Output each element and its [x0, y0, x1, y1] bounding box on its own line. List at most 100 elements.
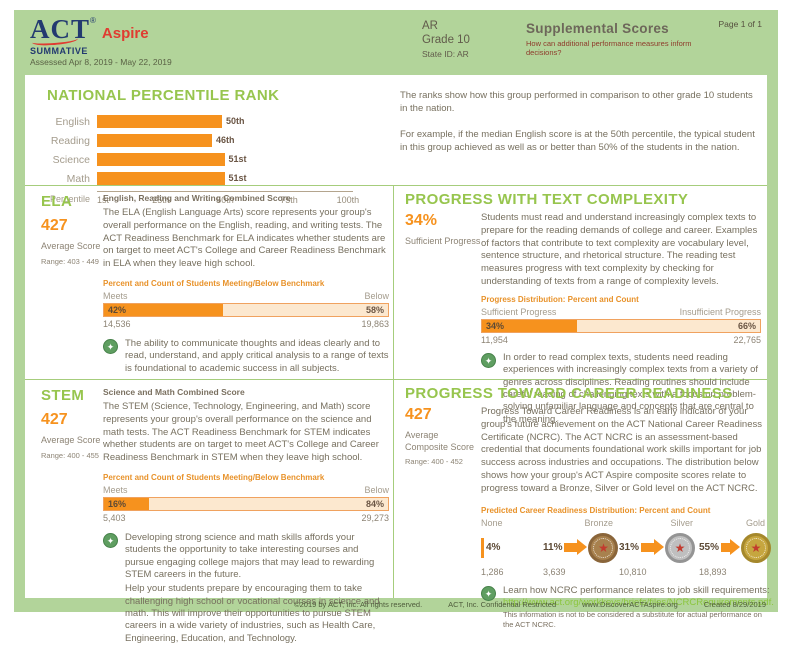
npr-description: The ranks show how this group performed … — [400, 89, 762, 154]
npr-description-p1: The ranks show how this group performed … — [400, 90, 753, 115]
report-subtitle: How can additional performance measures … — [526, 39, 692, 57]
stem-score-column: STEM 427 Average Score Range: 400 - 455 — [41, 387, 103, 645]
stem-callout-p2: Help your students prepare by encouragin… — [125, 583, 380, 644]
npr-bar-chart: English 50th Reading 46th Science 51st M… — [35, 115, 375, 205]
stem-benchmark-header: Percent and Count of Students Meeting/Be… — [103, 473, 325, 483]
ela-score-label: Average Score — [41, 241, 101, 251]
ncrc-requirements-link[interactable]: http://www.act.org/workkeys/briefs/files… — [503, 597, 774, 609]
level-gold: Gold 55% ★ 18,893 — [699, 518, 771, 577]
stem-body: The STEM (Science, Technology, Engineeri… — [103, 401, 379, 464]
career-callout-note: This information is not to be considered… — [503, 610, 762, 630]
npr-row-english: English 50th — [35, 115, 375, 128]
ela-score: 427 — [41, 217, 68, 234]
stem-score-label: Average Score — [41, 435, 101, 445]
divider — [393, 185, 394, 598]
npr-value: 51st — [228, 154, 247, 164]
level-silver-label: Silver — [670, 517, 693, 528]
tc-distribution: Progress Distribution: Percent and Count… — [481, 295, 761, 345]
compass-icon: ✦ — [103, 533, 118, 549]
tc-body: Students must read and understand increa… — [481, 212, 758, 288]
stem-meets-label: Meets — [103, 485, 128, 496]
stem-meets-pct: 16% — [108, 499, 127, 510]
silver-medal-icon: ★ — [665, 532, 696, 563]
ela-below-label: Below — [364, 291, 389, 302]
ela-below-count: 19,863 — [361, 319, 389, 330]
ela-meets-segment: 42% — [104, 304, 224, 317]
stem-score: 427 — [41, 411, 68, 428]
none-bar-icon — [481, 537, 484, 558]
career-callout-line: Learn how NCRC performance relates to jo… — [503, 584, 770, 596]
medal-star-icon: ★ — [598, 540, 609, 555]
level-none: None 4% 1,286 — [481, 518, 543, 577]
stem-score-range: Range: 400 - 455 — [41, 450, 99, 460]
tc-score-column: 34% Sufficient Progress — [405, 212, 481, 426]
ela-benchmark-header: Percent and Count of Students Meeting/Be… — [103, 279, 325, 289]
footer-url: www.DiscoverACTAspire.org — [582, 600, 678, 609]
divider — [25, 379, 767, 380]
career-distribution-header: Predicted Career Readiness Distribution:… — [481, 505, 711, 515]
npr-bar — [97, 134, 212, 147]
level-bronze-count: 3,639 — [543, 566, 566, 577]
stem-below-segment: 84% — [149, 498, 388, 510]
ela-benchmark-bar: 42% 58% — [103, 303, 389, 318]
career-content: Progress Toward Career Readiness is an e… — [481, 406, 774, 630]
npr-axis: Percentile 1st 25th 50th 75th 100th — [35, 191, 375, 205]
npr-axis-ticks: 1st 25th 50th 75th 100th — [97, 191, 359, 205]
level-bronze-pct: 11% — [543, 542, 563, 554]
ela-subtitle: English, Reading and Writing Combined Sc… — [103, 193, 291, 203]
career-score-column: 427 Average Composite Score Range: 400 -… — [405, 406, 481, 630]
footer-copyright: ©2019 by ACT, Inc. All rights reserved. — [294, 600, 423, 609]
tc-sufficient-pct: 34% — [486, 320, 505, 331]
tc-insufficient-pct: 66% — [737, 320, 756, 331]
bronze-medal-icon: ★ — [588, 532, 619, 563]
stem-meets-segment: 16% — [104, 498, 150, 511]
level-gold-count: 18,893 — [699, 566, 727, 577]
compass-icon: ✦ — [481, 352, 496, 368]
grade-level: Grade 10 — [422, 34, 470, 47]
tc-content: Students must read and understand increa… — [481, 212, 761, 426]
registered-mark-icon: ® — [90, 16, 96, 25]
arrow-right-icon — [721, 539, 740, 556]
npr-label: Math — [66, 172, 90, 185]
level-bronze: Bronze 11% ★ 3,639 — [543, 518, 619, 577]
report-page: ACT® Aspire SUMMATIVE Assessed Apr 8, 201… — [14, 10, 778, 644]
stem-below-pct: 84% — [365, 499, 384, 510]
stem-benchmark-bar: 16% 84% — [103, 497, 389, 512]
career-body: Progress Toward Career Readiness is an e… — [481, 406, 762, 494]
stem-below-label: Below — [364, 485, 389, 496]
career-title: PROGRESS TOWARD CAREER READINESS — [405, 385, 733, 402]
report-title: Supplemental Scores — [526, 21, 669, 36]
tick-75th: 75th — [280, 195, 298, 205]
footer: ©2019 by ACT, Inc. All rights reserved. … — [294, 600, 766, 609]
npr-row-math: Math 51st — [35, 172, 375, 185]
medal-star-icon: ★ — [674, 540, 686, 555]
aspire-logo-text: Aspire — [101, 25, 149, 42]
stem-callout: ✦ Developing strong science and math ski… — [103, 532, 389, 645]
npr-value: 50th — [226, 116, 245, 126]
ela-callout: ✦ The ability to communicate thoughts an… — [103, 338, 389, 375]
stem-callout-p1: Developing strong science and math skill… — [125, 532, 375, 581]
ela-score-column: ELA 427 Average Score Range: 403 - 449 — [41, 193, 103, 375]
npr-label: English — [55, 115, 90, 128]
tick-50th: 50th — [216, 195, 234, 205]
career-score: 427 — [405, 406, 432, 423]
arrow-right-icon — [564, 539, 588, 556]
compass-icon: ✦ — [103, 339, 118, 355]
career-readiness-section: PROGRESS TOWARD CAREER READINESS 427 Ave… — [405, 385, 774, 630]
level-bronze-label: Bronze — [584, 517, 613, 528]
stem-meets-count: 5,403 — [103, 513, 126, 524]
stem-benchmark: Percent and Count of Students Meeting/Be… — [103, 473, 389, 523]
text-complexity-section: PROGRESS WITH TEXT COMPLEXITY 34% Suffic… — [405, 191, 761, 426]
level-none-count: 1,286 — [481, 566, 504, 577]
npr-label: Reading — [50, 134, 90, 147]
arrow-right-icon — [641, 539, 665, 556]
npr-axis-label: Percentile — [49, 194, 90, 204]
ela-body: The ELA (English Language Arts) score re… — [103, 207, 386, 270]
tick-1st: 1st — [97, 195, 110, 205]
stem-subtitle: Science and Math Combined Score — [103, 387, 245, 397]
npr-section-title: NATIONAL PERCENTILE RANK — [47, 87, 280, 104]
tc-callout-text: In order to read complex texts, students… — [503, 351, 759, 425]
tc-insufficient-label: Insufficient Progress — [679, 306, 761, 317]
tc-score: 34% — [405, 212, 438, 229]
gold-medal-icon: ★ — [741, 532, 771, 563]
